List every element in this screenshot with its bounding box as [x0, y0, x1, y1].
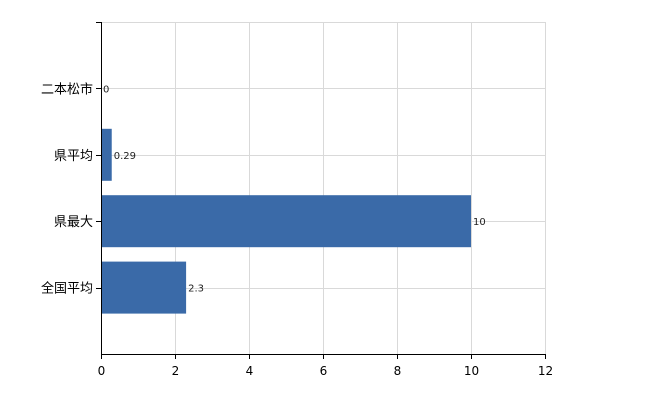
x-tick-label: 0	[98, 364, 106, 378]
x-tick-label: 8	[394, 364, 402, 378]
category-label: 二本松市	[41, 81, 93, 97]
bar	[101, 261, 187, 314]
category-label: 県平均	[54, 149, 93, 164]
bar	[101, 128, 112, 181]
x-tick-label: 10	[464, 364, 479, 378]
x-tick-label: 6	[320, 364, 328, 378]
category-label: 県最大	[54, 215, 93, 230]
bars	[101, 128, 471, 314]
labels: 0 二本松市 0.29 県平均 10 県最大 2.3 全国平均 0 2 4 6 8 10 12	[41, 81, 553, 378]
value-label: 10	[473, 217, 486, 228]
bar	[101, 195, 471, 248]
value-label: 2.3	[188, 284, 204, 295]
x-tick-label: 4	[246, 364, 254, 378]
axes	[96, 22, 546, 359]
value-label: 0.29	[114, 151, 136, 162]
value-label: 0	[103, 84, 109, 95]
x-tick-label: 12	[538, 364, 553, 378]
x-tick-label: 2	[172, 364, 180, 378]
category-label: 全国平均	[41, 281, 93, 297]
